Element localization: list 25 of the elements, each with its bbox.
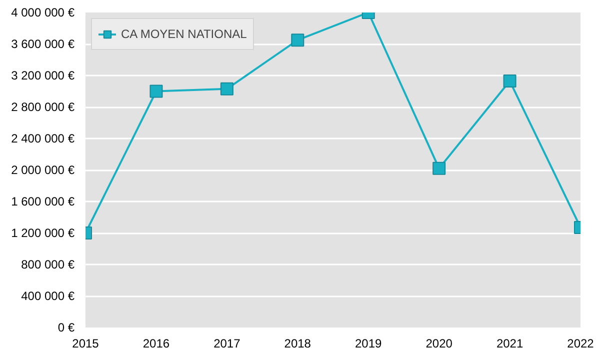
x-tick-label: 2021	[496, 336, 524, 350]
x-tick-label: 2016	[142, 336, 170, 350]
x-tick-label: 2018	[284, 336, 312, 350]
y-tick-label: 800 000 €	[21, 258, 75, 272]
y-tick-label: 2 400 000 €	[11, 132, 75, 146]
x-tick-label: 2020	[426, 336, 453, 350]
point	[503, 74, 516, 88]
x-tick-label: 2019	[355, 336, 382, 350]
x-tick-label: 2015	[72, 336, 100, 350]
y-tick-label: 0 €	[58, 320, 75, 334]
y-tick-label: 1 600 000 €	[11, 194, 75, 208]
point	[150, 84, 163, 98]
y-tick-label: 3 200 000 €	[11, 68, 75, 82]
point	[220, 82, 234, 96]
x-tick-label: 2017	[214, 336, 241, 350]
point	[291, 34, 304, 47]
y-tick-label: 3 600 000 €	[11, 37, 75, 51]
y-tick-label: 1 200 000 €	[11, 226, 75, 240]
point	[432, 162, 446, 175]
y-tick-label: 2 800 000 €	[11, 100, 75, 114]
legend-label: CA MOYEN NATIONAL	[121, 27, 247, 41]
y-tick-label: 4 000 000 €	[11, 6, 75, 20]
y-tick-label: 400 000 €	[21, 289, 75, 303]
x-tick-label: 2022	[567, 336, 594, 350]
y-tick-label: 2 000 000 €	[11, 163, 75, 177]
